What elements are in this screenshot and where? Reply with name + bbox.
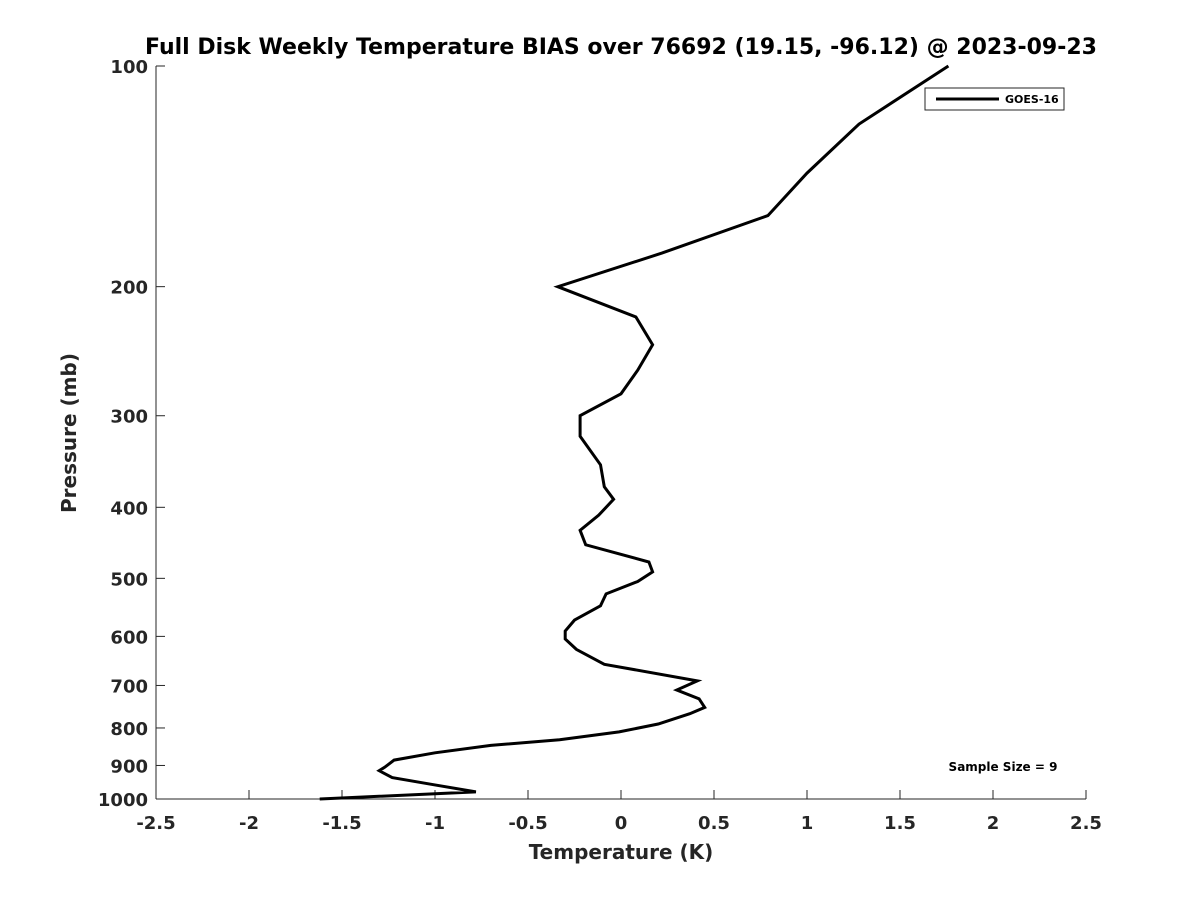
x-tick-label: 2.5: [1070, 813, 1102, 834]
x-tick-label: 1.5: [884, 813, 916, 834]
x-tick-label: 0: [615, 813, 628, 834]
x-axis-ticks: -2.5 -2 -1.5 -1 -0.5 0 0.5 1 1.5 2 2.5: [136, 790, 1102, 834]
y-tick-label: 300: [110, 407, 148, 428]
x-tick-label: -0.5: [508, 813, 547, 834]
y-tick-label: 1000: [98, 790, 148, 811]
y-tick-label: 200: [110, 278, 148, 299]
y-tick-label: 100: [110, 57, 148, 78]
legend-entry-goes16: GOES-16: [1005, 93, 1059, 106]
y-axis-ticks: 100 200 300 400 500 600 700 800 900 1000: [98, 57, 165, 811]
y-axis-label: Pressure (mb): [57, 353, 81, 513]
sample-size-annotation: Sample Size = 9: [949, 760, 1058, 774]
x-tick-label: -1: [425, 813, 445, 834]
chart-title: Full Disk Weekly Temperature BIAS over 7…: [145, 35, 1097, 60]
x-tick-label: -2.5: [136, 813, 175, 834]
x-tick-label: 0.5: [698, 813, 730, 834]
x-tick-label: -1.5: [322, 813, 361, 834]
x-axis-label: Temperature (K): [529, 840, 714, 864]
y-tick-label: 500: [110, 569, 148, 590]
y-tick-label: 600: [110, 627, 148, 648]
series-layer: [319, 64, 950, 801]
legend: GOES-16: [924, 87, 1065, 111]
y-tick-label: 800: [110, 719, 148, 740]
y-tick-label: 400: [110, 498, 148, 519]
x-tick-label: 1: [801, 813, 814, 834]
series-line-goes16: [319, 64, 950, 801]
x-tick-label: 2: [987, 813, 1000, 834]
x-tick-label: -2: [239, 813, 259, 834]
y-tick-label: 900: [110, 756, 148, 777]
y-tick-label: 700: [110, 676, 148, 697]
